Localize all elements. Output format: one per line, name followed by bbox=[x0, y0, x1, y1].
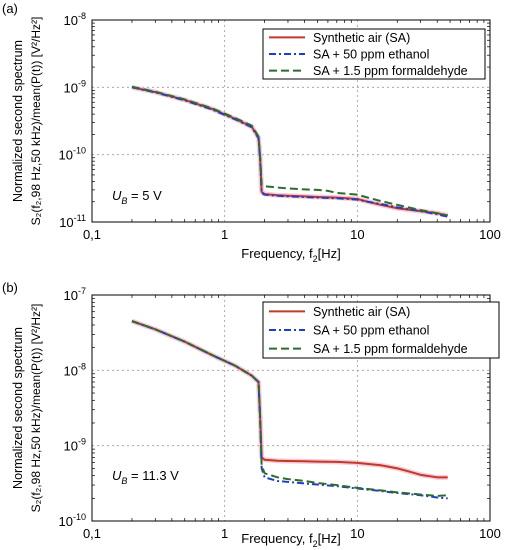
panel-a-legend: Synthetic air (SA) SA + 50 ppm ethanol SA … bbox=[262, 28, 486, 80]
panel-a-x-tick-label: 1 bbox=[221, 227, 228, 242]
panel-a-y-axis-label-line1: Normalized second spectrum bbox=[11, 40, 25, 202]
panel-b-legend-label-3: SA + 1.5 ppm formaldehyde bbox=[313, 342, 468, 356]
panel-a-label: (a) bbox=[2, 1, 18, 16]
panel-a-y-tick-label: 10-9 bbox=[64, 78, 86, 95]
panel-b-y-tick-label: 10-10 bbox=[59, 512, 86, 529]
panel-a-y-tick-label: 10-10 bbox=[59, 146, 86, 163]
panel-b-x-tick-label: 10 bbox=[350, 526, 364, 541]
panel-b-ub-annotation: UB = 11.3 V bbox=[112, 468, 179, 486]
panel-b-label: (b) bbox=[2, 280, 18, 295]
panel-a-ub-annotation: UB = 5 V bbox=[112, 188, 162, 206]
panel-b-legend-label-2: SA + 50 ppm ethanol bbox=[313, 324, 429, 338]
panel-b-x-tick-label: 0,1 bbox=[83, 526, 101, 541]
panel-b-y-axis-label-line1: Normalized second spectrum bbox=[11, 327, 25, 489]
panel-a-x-tick-label: 0,1 bbox=[83, 227, 101, 242]
panel-b: (b) 0,1 1 10 100 10-10 10-9 10-8 10-7 Frequency, … bbox=[2, 280, 501, 549]
panel-b-y-tick-label: 10-9 bbox=[64, 437, 86, 454]
panel-a: (a) 0,1 1 10 100 10-11 10-10 10-9 10-8 Frequency,… bbox=[2, 1, 501, 264]
panel-a-x-axis-label: Frequency, f2[Hz] bbox=[241, 246, 340, 264]
panel-a-y-tick-label: 10-8 bbox=[64, 11, 86, 28]
panel-b-series-group bbox=[131, 318, 448, 500]
panel-b-y-tick-label: 10-7 bbox=[64, 286, 86, 303]
panel-b-x-tick-label: 1 bbox=[221, 526, 228, 541]
panel-b-legend-label-1: Synthetic air (SA) bbox=[313, 305, 410, 319]
panel-b-y-axis-label-line2: S₂(f₂,98 Hz,50 kHz)/mean(P(t)) [V²/Hz²] bbox=[29, 304, 43, 513]
panel-b-y-tick-label: 10-8 bbox=[64, 361, 86, 378]
panel-b-axes-frame bbox=[91, 294, 491, 522]
panel-b-legend: Synthetic air (SA) SA + 50 ppm ethanol SA … bbox=[262, 301, 500, 359]
panel-a-legend-label-1: Synthetic air (SA) bbox=[313, 31, 410, 45]
panel-a-series-2-line bbox=[131, 86, 448, 218]
panel-a-legend-label-2: SA + 50 ppm ethanol bbox=[313, 48, 429, 62]
panel-a-axes-frame bbox=[91, 19, 491, 223]
panel-b-x-tick-label: 100 bbox=[479, 526, 501, 541]
panel-a-y-tick-label: 10-11 bbox=[59, 213, 86, 230]
panel-a-x-tick-label: 10 bbox=[350, 227, 364, 242]
panel-a-series-3-line bbox=[131, 85, 448, 217]
panel-a-y-axis-label-line2: S₂(f₂,98 Hz,50 kHz)/mean(P(t)) [V²/Hz²] bbox=[29, 17, 43, 226]
panel-a-x-tick-label: 100 bbox=[479, 227, 501, 242]
panel-b-x-axis-label: Frequency, f2[Hz] bbox=[241, 531, 340, 549]
panel-b-series-3-line bbox=[131, 320, 448, 497]
panel-a-legend-label-3: SA + 1.5 ppm formaldehyde bbox=[313, 64, 468, 78]
panel-a-series-group bbox=[131, 84, 449, 218]
